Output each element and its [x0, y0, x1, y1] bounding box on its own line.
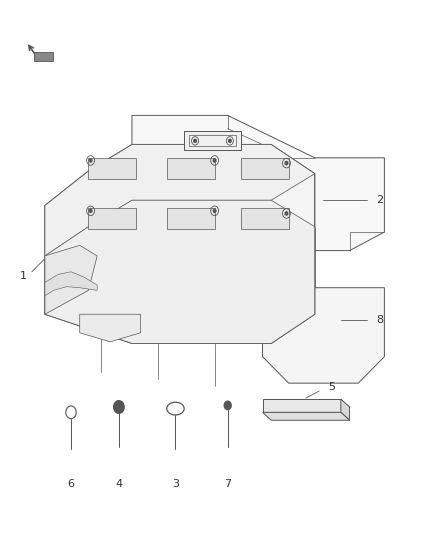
Text: 7: 7 — [224, 479, 231, 489]
Circle shape — [285, 161, 288, 165]
Polygon shape — [237, 288, 385, 383]
Polygon shape — [341, 399, 350, 420]
Circle shape — [89, 159, 92, 162]
Circle shape — [89, 209, 92, 213]
Polygon shape — [241, 158, 289, 179]
Text: 2: 2 — [377, 195, 384, 205]
Text: 3: 3 — [172, 479, 179, 489]
Polygon shape — [45, 144, 315, 256]
Circle shape — [285, 212, 288, 215]
Polygon shape — [167, 158, 215, 179]
Text: 5: 5 — [328, 382, 336, 392]
Circle shape — [213, 209, 216, 213]
Polygon shape — [88, 158, 136, 179]
Circle shape — [224, 401, 231, 410]
Polygon shape — [167, 208, 215, 229]
Text: 6: 6 — [67, 479, 74, 489]
Text: 4: 4 — [115, 479, 123, 489]
Circle shape — [229, 139, 231, 142]
Circle shape — [114, 401, 124, 414]
Polygon shape — [45, 144, 315, 343]
Polygon shape — [241, 208, 289, 229]
Polygon shape — [184, 131, 241, 150]
Circle shape — [213, 159, 216, 162]
Polygon shape — [34, 52, 53, 61]
Polygon shape — [262, 413, 350, 420]
Circle shape — [194, 139, 196, 142]
Polygon shape — [45, 200, 315, 343]
Polygon shape — [45, 245, 97, 314]
Text: 8: 8 — [377, 314, 384, 325]
Polygon shape — [88, 208, 136, 229]
Polygon shape — [132, 115, 385, 251]
Polygon shape — [45, 272, 97, 296]
Text: 1: 1 — [20, 271, 27, 281]
Polygon shape — [262, 399, 341, 413]
Polygon shape — [80, 314, 141, 342]
